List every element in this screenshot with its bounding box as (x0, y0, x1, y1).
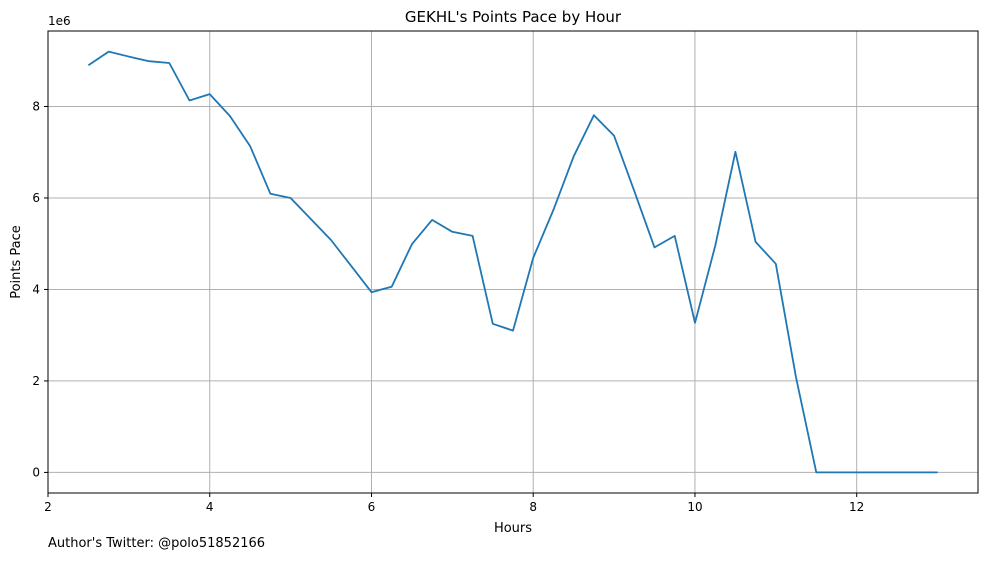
author-credit: Author's Twitter: @polo51852166 (48, 536, 266, 551)
x-axis-label: Hours (494, 521, 532, 536)
x-tick-label: 4 (206, 500, 214, 514)
y-offset-label: 1e6 (48, 14, 71, 28)
y-tick-label: 0 (32, 465, 40, 479)
grid (47, 31, 978, 493)
x-tick-label: 8 (529, 500, 537, 514)
plot-frame (47, 30, 979, 494)
y-axis-label: Points Pace (9, 225, 24, 299)
series-layer (87, 50, 938, 474)
y-tick-label: 8 (32, 99, 40, 113)
axis-ticks: 2 4 6 8 10 12 0 2 4 6 8 (32, 99, 864, 514)
x-tick-label: 6 (368, 500, 376, 514)
y-tick-label: 6 (32, 191, 40, 205)
y-tick-label: 4 (32, 282, 40, 296)
x-tick-label: 2 (44, 500, 52, 514)
x-tick-label: 12 (849, 500, 864, 514)
x-tick-label: 10 (687, 500, 702, 514)
series-line (87, 50, 938, 474)
y-tick-label: 2 (32, 374, 40, 388)
chart-title: GEKHL's Points Pace by Hour (405, 8, 622, 26)
